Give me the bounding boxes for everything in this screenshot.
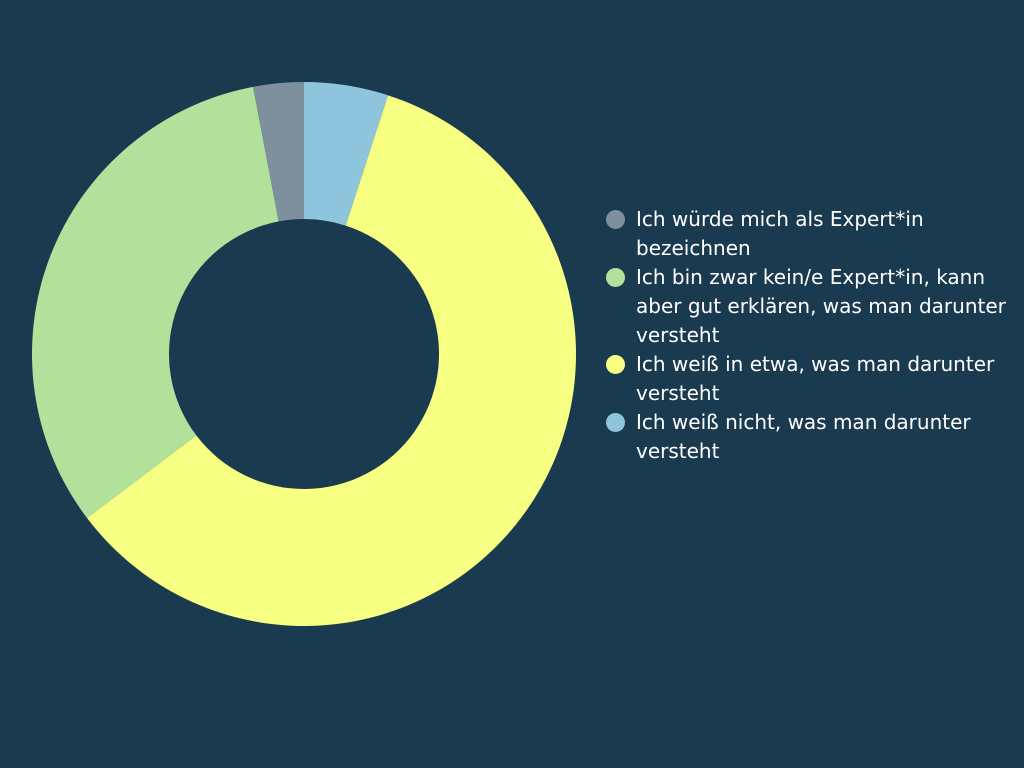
legend-swatch-can-explain (606, 268, 625, 287)
donut-slice-can-explain (31, 86, 279, 518)
legend-item-can-explain: Ich bin zwar kein/e Expert*in, kann aber… (606, 263, 1016, 350)
legend-label-dont-know: Ich weiß nicht, was man darunter versteh… (636, 410, 971, 463)
donut-slice-expert (253, 82, 304, 222)
donut-slice-roughly-know (86, 95, 577, 627)
donut-chart (31, 82, 577, 627)
legend-item-dont-know: Ich weiß nicht, was man darunter versteh… (606, 408, 1016, 466)
legend-label-expert: Ich würde mich als Expert*in bezeichnen (636, 207, 924, 260)
legend-swatch-dont-know (606, 413, 625, 432)
legend-label-can-explain: Ich bin zwar kein/e Expert*in, kann aber… (636, 265, 1006, 347)
legend-item-roughly-know: Ich weiß in etwa, was man darunter verst… (606, 350, 1016, 408)
legend-swatch-roughly-know (606, 355, 625, 374)
chart-legend: Ich würde mich als Expert*in bezeichnen … (606, 205, 1016, 466)
donut-slice-dont-know (304, 82, 389, 226)
legend-swatch-expert (606, 210, 625, 229)
legend-item-expert: Ich würde mich als Expert*in bezeichnen (606, 205, 1016, 263)
legend-label-roughly-know: Ich weiß in etwa, was man darunter verst… (636, 352, 995, 405)
